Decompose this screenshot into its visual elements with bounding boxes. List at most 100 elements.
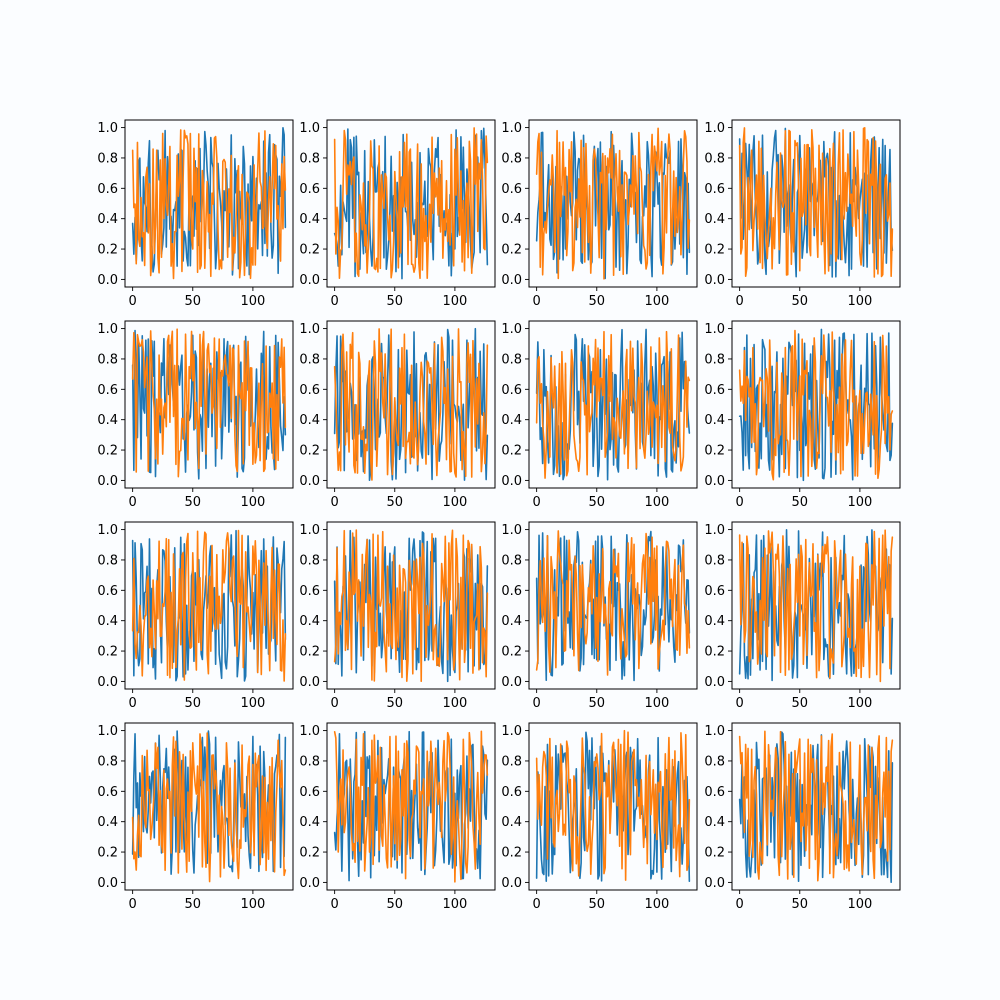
y-tick-label: 0.2	[704, 645, 725, 660]
subplot-3-1: 0 50 100 0.0 0.2 0.4 0.6 0.8 1.0	[97, 521, 294, 711]
y-tick-label: 0.4	[97, 614, 118, 629]
subplot-2-1: 0 50 100 0.0 0.2 0.4 0.6 0.8 1.0	[97, 320, 294, 510]
y-tick-label: 1.0	[299, 523, 320, 538]
y-tick-label: 0.8	[97, 553, 118, 568]
x-tick-label: 50	[588, 294, 605, 309]
axes-frame	[731, 320, 901, 489]
y-tick-label: 0.0	[501, 675, 522, 690]
axes-frame	[326, 521, 496, 690]
axes-frame	[731, 722, 901, 891]
y-tick-label: 1.0	[704, 523, 725, 538]
y-tick-label: 0.2	[704, 243, 725, 258]
x-tick-label: 50	[184, 294, 201, 309]
axes-frame	[731, 119, 901, 288]
x-tick-label: 100	[847, 294, 872, 309]
x-tick-label: 100	[442, 897, 467, 912]
y-tick-label: 0.4	[704, 413, 725, 428]
y-tick-label: 0.8	[704, 553, 725, 568]
series-line-2	[131, 129, 287, 280]
y-tick-label: 0.4	[501, 212, 522, 227]
y-tick-label: 0.6	[704, 182, 725, 197]
axes-frame	[326, 320, 496, 489]
y-tick-label: 0.8	[704, 352, 725, 367]
subplot-4-3: 0 50 100 0.0 0.2 0.4 0.6 0.8 1.0	[501, 722, 698, 912]
axes-frame	[528, 521, 698, 690]
y-tick-label: 0.6	[97, 182, 118, 197]
series-line-2	[131, 529, 287, 682]
y-tick-label: 0.6	[704, 584, 725, 599]
y-tick-label: 0.4	[299, 212, 320, 227]
x-tick-label: 50	[184, 897, 201, 912]
subplot-1-4: 0 50 100 0.0 0.2 0.4 0.6 0.8 1.0	[704, 119, 901, 309]
x-tick-label: 50	[386, 294, 403, 309]
subplot-3-3: 0 50 100 0.0 0.2 0.4 0.6 0.8 1.0	[501, 521, 698, 711]
x-tick-label: 50	[386, 495, 403, 510]
y-tick-label: 0.2	[501, 243, 522, 258]
y-tick-label: 0.4	[501, 815, 522, 830]
x-tick-label: 100	[240, 696, 265, 711]
x-tick-label: 100	[240, 495, 265, 510]
y-tick-label: 0.2	[501, 444, 522, 459]
x-tick-label: 0	[532, 495, 540, 510]
y-tick-label: 0.8	[704, 754, 725, 769]
y-tick-label: 0.6	[97, 584, 118, 599]
y-tick-label: 0.2	[501, 645, 522, 660]
x-tick-label: 100	[442, 495, 467, 510]
y-tick-label: 0.0	[97, 273, 118, 288]
subplot-3-4: 0 50 100 0.0 0.2 0.4 0.6 0.8 1.0	[704, 521, 901, 711]
series-line-2	[333, 529, 489, 682]
axes-frame	[124, 119, 294, 288]
y-tick-label: 0.4	[704, 614, 725, 629]
series-line-2	[333, 328, 489, 481]
y-tick-label: 0.2	[97, 444, 118, 459]
y-tick-label: 1.0	[97, 523, 118, 538]
y-tick-label: 0.4	[704, 212, 725, 227]
series-line-2	[535, 330, 691, 479]
x-tick-label: 50	[386, 897, 403, 912]
y-tick-label: 0.2	[299, 444, 320, 459]
x-tick-label: 0	[735, 495, 743, 510]
y-tick-label: 0.6	[501, 383, 522, 398]
series-line-2	[738, 126, 894, 278]
y-tick-label: 0.0	[704, 273, 725, 288]
series-line-2	[535, 729, 691, 881]
y-tick-label: 0.4	[501, 413, 522, 428]
x-tick-label: 0	[532, 897, 540, 912]
x-tick-label: 100	[644, 897, 669, 912]
y-tick-label: 1.0	[97, 121, 118, 136]
x-tick-label: 50	[588, 696, 605, 711]
y-tick-label: 0.4	[299, 614, 320, 629]
x-tick-label: 0	[532, 294, 540, 309]
y-tick-label: 0.8	[97, 352, 118, 367]
subplot-4-4: 0 50 100 0.0 0.2 0.4 0.6 0.8 1.0	[704, 722, 901, 912]
y-tick-label: 0.8	[501, 754, 522, 769]
x-tick-label: 0	[532, 696, 540, 711]
y-tick-label: 0.6	[299, 584, 320, 599]
y-tick-label: 0.0	[501, 876, 522, 891]
x-tick-label: 100	[442, 294, 467, 309]
x-tick-label: 0	[330, 897, 338, 912]
y-tick-label: 1.0	[501, 121, 522, 136]
y-tick-label: 0.2	[97, 645, 118, 660]
y-tick-label: 1.0	[704, 121, 725, 136]
y-tick-label: 0.6	[299, 383, 320, 398]
y-tick-label: 0.8	[501, 352, 522, 367]
y-tick-label: 1.0	[704, 724, 725, 739]
x-tick-label: 100	[847, 696, 872, 711]
x-tick-label: 0	[330, 495, 338, 510]
x-tick-label: 50	[386, 696, 403, 711]
y-tick-label: 0.4	[501, 614, 522, 629]
axes-frame	[528, 119, 698, 288]
y-tick-label: 0.0	[299, 876, 320, 891]
x-tick-label: 0	[330, 294, 338, 309]
axes-frame	[731, 521, 901, 690]
series-line-2	[535, 530, 691, 676]
y-tick-label: 1.0	[97, 322, 118, 337]
subplot-1-3: 0 50 100 0.0 0.2 0.4 0.6 0.8 1.0	[501, 119, 698, 309]
subplot-2-3: 0 50 100 0.0 0.2 0.4 0.6 0.8 1.0	[501, 320, 698, 510]
x-tick-label: 0	[735, 897, 743, 912]
y-tick-label: 0.0	[704, 675, 725, 690]
axes-frame	[326, 722, 496, 891]
series-line-2	[131, 732, 287, 883]
y-tick-label: 0.2	[299, 846, 320, 861]
